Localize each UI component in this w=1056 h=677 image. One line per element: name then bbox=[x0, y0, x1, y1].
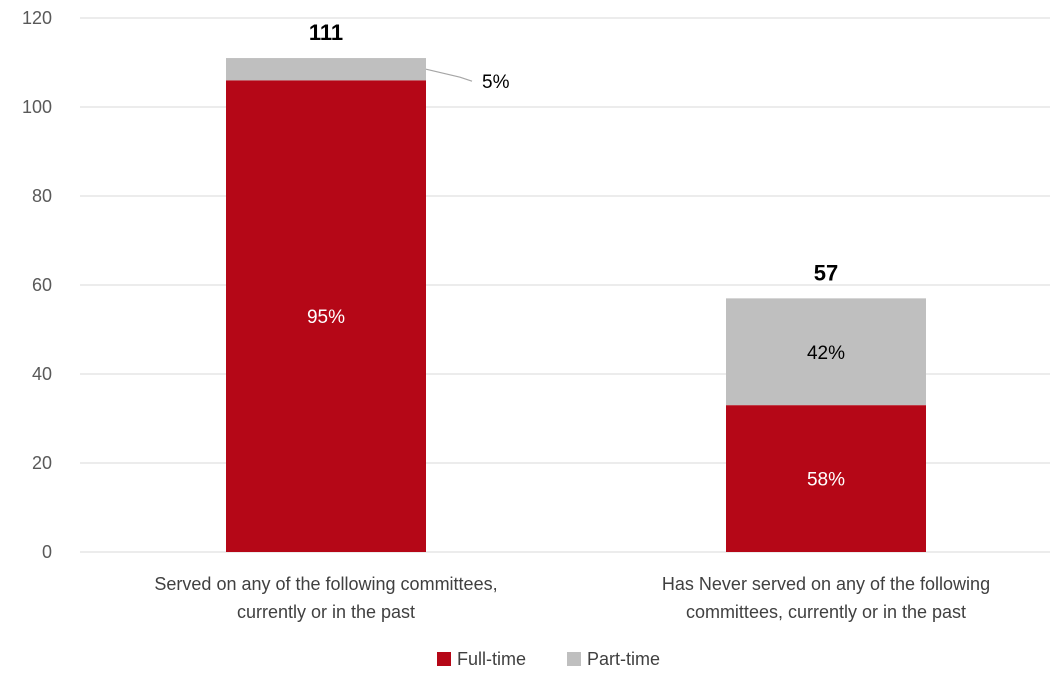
y-tick-label: 80 bbox=[32, 186, 52, 206]
category-label: committees, currently or in the past bbox=[686, 602, 966, 622]
segment-label: 58% bbox=[807, 470, 845, 491]
x-axis-categories: Served on any of the following committee… bbox=[154, 574, 990, 622]
category-label: currently or in the past bbox=[237, 602, 415, 622]
total-label: 111 bbox=[309, 20, 343, 45]
legend-label: Part-time bbox=[587, 649, 660, 669]
legend: Full-time Part-time bbox=[437, 649, 660, 669]
segment-label: 95% bbox=[307, 307, 345, 328]
data-labels: 95% 5% 111 58% 42% 57 bbox=[307, 20, 845, 491]
bar-full-time-1 bbox=[726, 405, 926, 552]
total-label: 57 bbox=[814, 260, 838, 285]
leader-line bbox=[425, 68, 473, 82]
category-label: Served on any of the following committee… bbox=[154, 574, 497, 594]
category-label: Has Never served on any of the following bbox=[662, 574, 990, 594]
y-tick-label: 60 bbox=[32, 275, 52, 295]
y-tick-label: 20 bbox=[32, 453, 52, 473]
y-tick-label: 40 bbox=[32, 364, 52, 384]
y-tick-label: 100 bbox=[22, 97, 52, 117]
segment-label: 42% bbox=[807, 343, 845, 364]
bar-part-time-0 bbox=[226, 58, 426, 81]
y-axis-ticks: 0 20 40 60 80 100 120 bbox=[22, 8, 52, 562]
legend-label: Full-time bbox=[457, 649, 526, 669]
bar-part-time-1 bbox=[726, 298, 926, 406]
y-tick-label: 120 bbox=[22, 8, 52, 28]
segment-callout-label: 5% bbox=[482, 72, 510, 93]
bar-full-time-0 bbox=[226, 80, 426, 553]
y-tick-label: 0 bbox=[42, 542, 52, 562]
legend-swatch-full-time bbox=[437, 652, 451, 666]
bars bbox=[226, 58, 926, 553]
legend-swatch-part-time bbox=[567, 652, 581, 666]
